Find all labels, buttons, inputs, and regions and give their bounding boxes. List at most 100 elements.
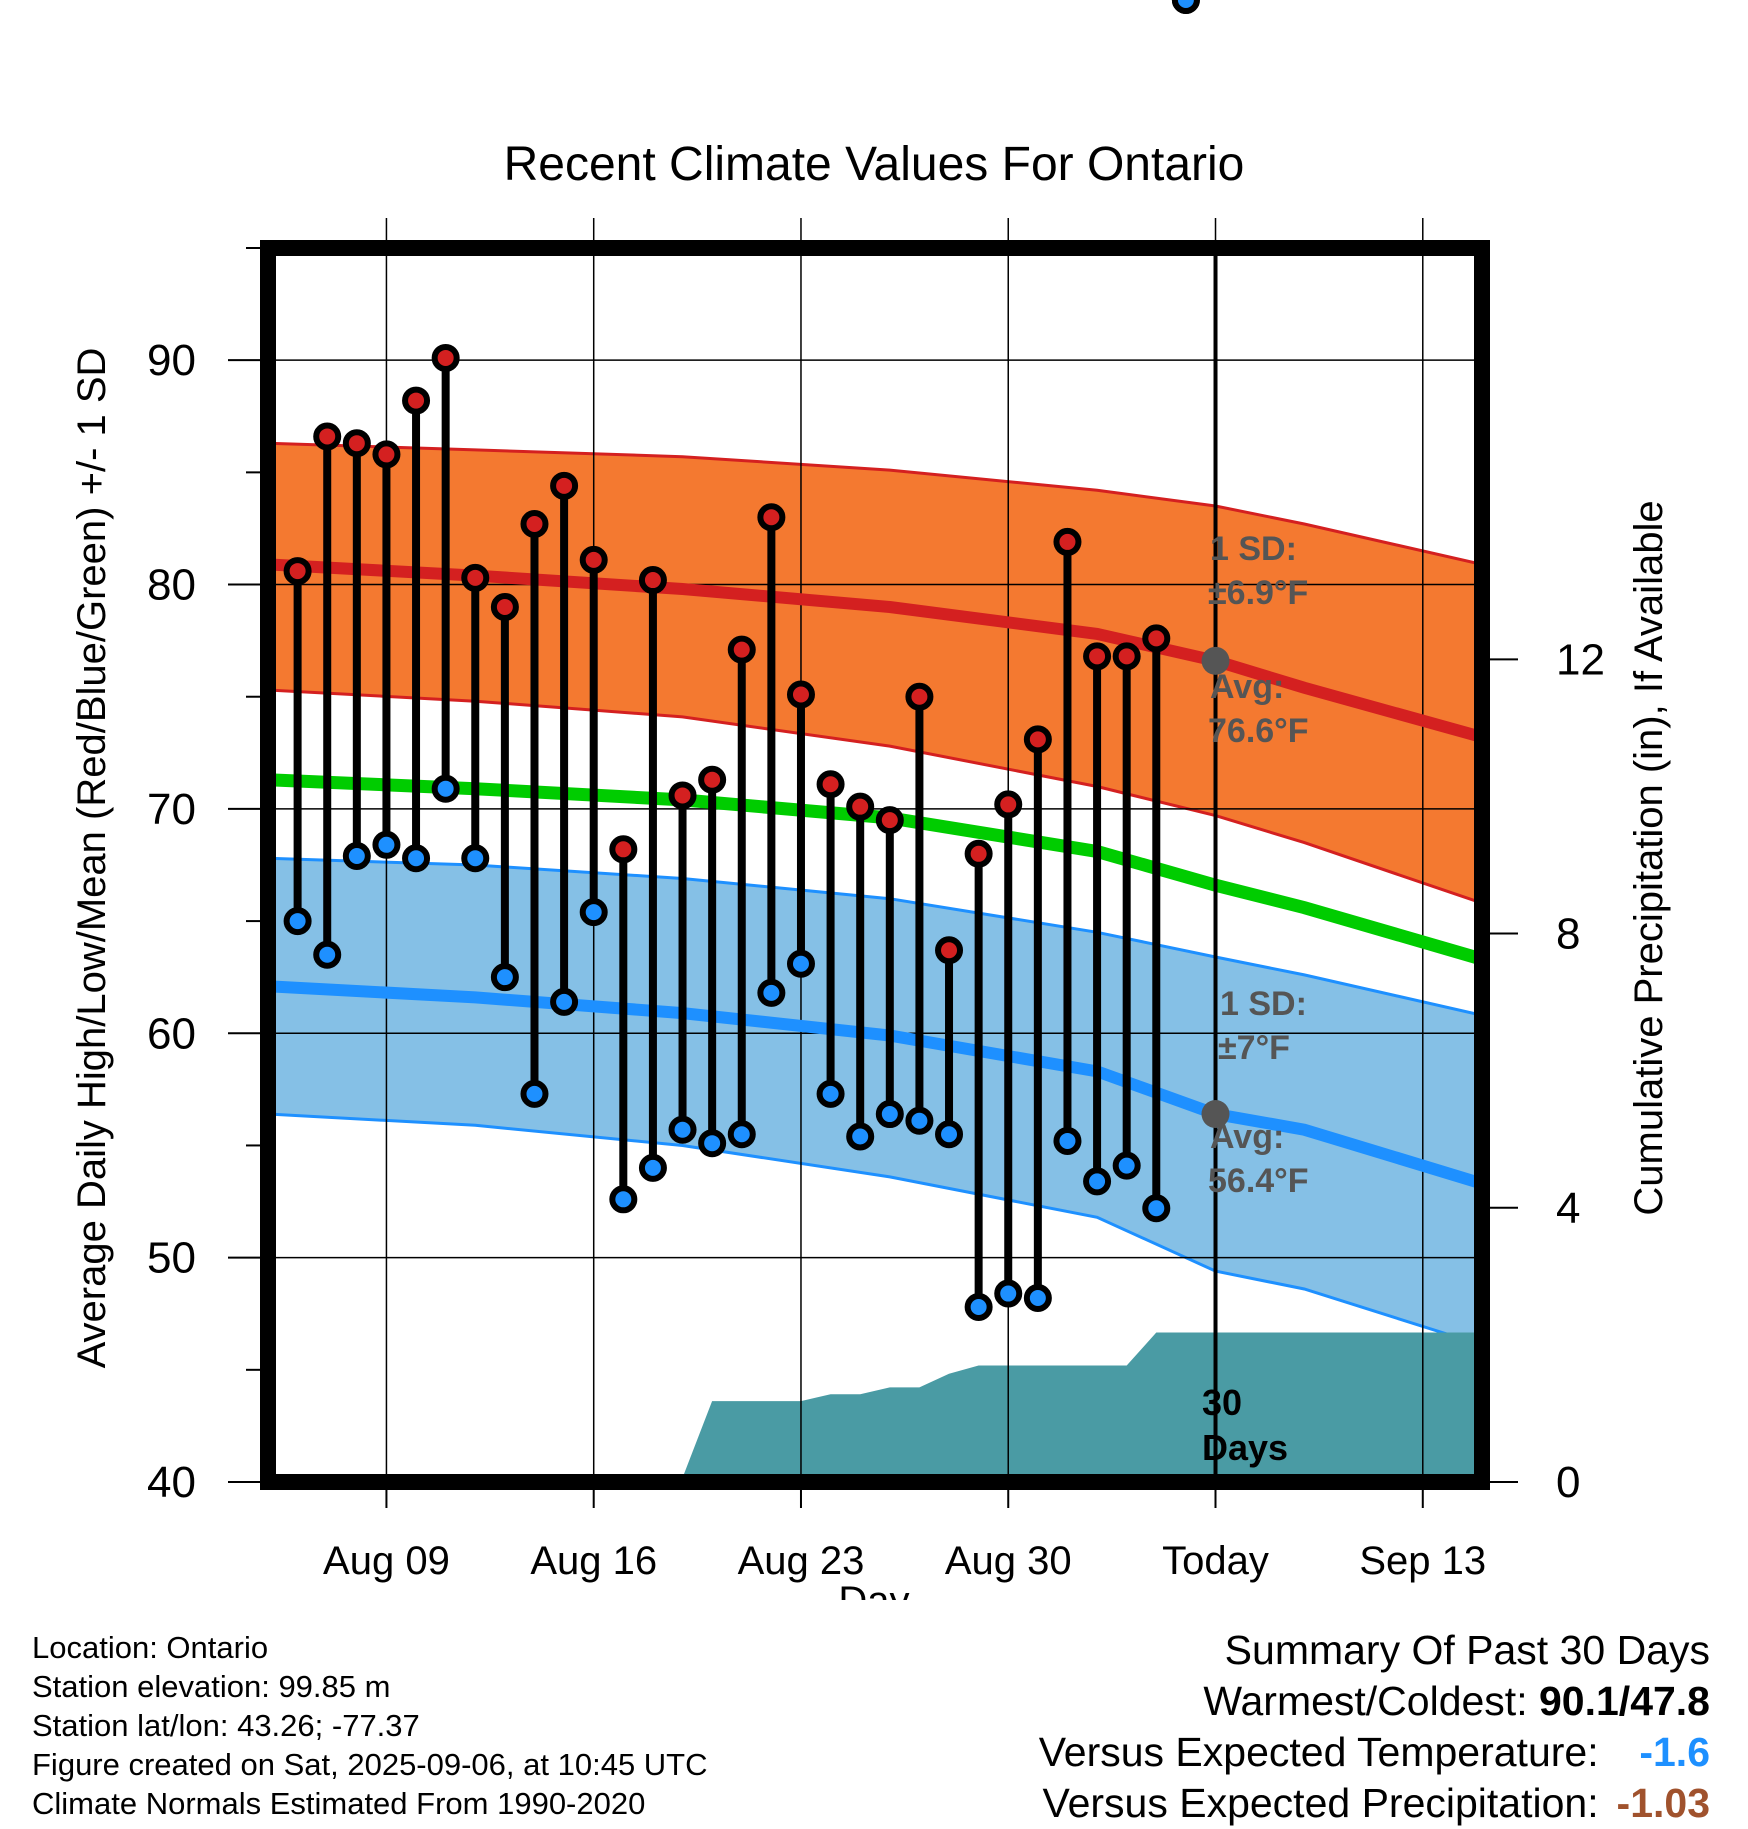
y-tick-label: 50 <box>147 1234 196 1283</box>
low-sd-label: 1 SD: <box>1220 985 1307 1023</box>
low-point <box>283 907 312 936</box>
created-text: Figure created on Sat, 2025-09-06, at 10… <box>32 1747 708 1782</box>
high-point <box>342 429 371 458</box>
summary-title: Summary Of Past 30 Days <box>1224 1627 1710 1673</box>
low-point <box>431 774 460 803</box>
high-sd-label: 1 SD: <box>1210 530 1297 568</box>
high-point <box>964 839 993 868</box>
low-point <box>757 978 786 1007</box>
low-point <box>668 1115 697 1144</box>
low-avg-line <box>268 980 1482 1190</box>
summary-panel: Summary Of Past 30 Days Warmest/Coldest:… <box>1039 1625 1710 1829</box>
high-point <box>846 792 875 821</box>
low-point <box>520 1079 549 1108</box>
high-point <box>431 343 460 372</box>
low-point <box>786 949 815 978</box>
today-high-avg-marker <box>1201 646 1230 675</box>
high-point <box>283 557 312 586</box>
high-point <box>698 765 727 794</box>
x-tick-label: Aug 16 <box>530 1539 657 1583</box>
high-avg-line <box>268 558 1482 743</box>
low-point <box>935 1120 964 1149</box>
high-point <box>550 471 579 500</box>
low-point <box>994 1279 1023 1308</box>
y-tick-label: 40 <box>147 1458 196 1507</box>
high-sd-upper-line <box>268 441 1482 566</box>
high-point <box>520 509 549 538</box>
y-tick-label: 70 <box>147 785 196 834</box>
high-point <box>875 806 904 835</box>
precip-label: Versus Expected Precipitation: <box>1042 1780 1599 1826</box>
low-point <box>816 1079 845 1108</box>
location-text: Location: Ontario <box>32 1630 269 1665</box>
low-point <box>846 1122 875 1151</box>
low-point <box>905 1106 934 1135</box>
low-point <box>1112 1151 1141 1180</box>
precip-area <box>268 1332 1482 1482</box>
y-tick-label: 60 <box>147 1009 196 1058</box>
summary-temp-row: Versus Expected Temperature: -1.6 <box>1039 1727 1710 1778</box>
low-sd-upper-line <box>268 856 1482 1017</box>
high-point <box>905 682 934 711</box>
today-low-avg-marker <box>1201 1100 1230 1129</box>
high-point <box>490 592 519 621</box>
high-sd-band <box>268 443 1482 904</box>
high-point <box>668 781 697 810</box>
high-sd-value: ±6.9°F <box>1208 574 1308 612</box>
chart-title: Recent Climate Values For Ontario <box>504 138 1245 191</box>
low-point <box>727 1120 756 1149</box>
y2-tick-label: 0 <box>1556 1458 1580 1507</box>
latlon-text: Station lat/lon: 43.26; -77.37 <box>32 1708 420 1743</box>
high-point <box>727 635 756 664</box>
normals-text: Climate Normals Estimated From 1990-2020 <box>32 1786 646 1821</box>
high-point <box>609 835 638 864</box>
y2-tick-label: 4 <box>1556 1184 1580 1233</box>
x-tick-label: Aug 09 <box>323 1539 450 1583</box>
low-point <box>875 1100 904 1129</box>
high-point <box>1142 624 1171 653</box>
high-point <box>816 770 845 799</box>
temp-label: Versus Expected Temperature: <box>1038 1729 1599 1775</box>
y-axis-label: Average Daily High/Low/Mean (Red/Blue/Gr… <box>70 348 114 1369</box>
high-point <box>313 422 342 451</box>
warmest-label: Warmest/Coldest: <box>1203 1678 1528 1724</box>
low-sd-value: ±7°F <box>1218 1029 1290 1067</box>
precip-value: -1.03 <box>1616 1780 1710 1826</box>
low-point <box>372 830 401 859</box>
low-point <box>461 844 490 873</box>
high-point <box>1083 642 1112 671</box>
low-sd-lower-line <box>268 1112 1482 1347</box>
y-tick-label: 80 <box>147 561 196 610</box>
climate-chart: Recent Climate Values For Ontario 1 SD: ±… <box>70 0 1671 1600</box>
low-point <box>964 1292 993 1321</box>
x-tick-label: Sep 13 <box>1359 1539 1486 1583</box>
low-point <box>1023 1284 1052 1313</box>
high-point <box>994 790 1023 819</box>
high-avg-label: Avg: <box>1210 668 1284 706</box>
high-avg-value: 76.6°F <box>1208 712 1309 750</box>
x-axis-label: Day <box>838 1579 909 1600</box>
high-point <box>461 563 490 592</box>
mean-avg-line <box>268 773 1482 966</box>
warmest-value: 90.1/47.8 <box>1539 1678 1710 1724</box>
high-point <box>372 440 401 469</box>
low-point <box>1142 1194 1171 1223</box>
precip-days-label: Days <box>1202 1427 1288 1468</box>
high-point <box>757 503 786 532</box>
low-point <box>698 1129 727 1158</box>
high-sd-lower-line <box>268 688 1482 905</box>
y2-tick-label: 8 <box>1556 910 1580 959</box>
y2-axis-label: Cumulative Precipitation (in), If Availa… <box>1627 500 1671 1215</box>
low-point <box>313 940 342 969</box>
low-point <box>490 963 519 992</box>
temp-value: -1.6 <box>1639 1729 1710 1775</box>
y-tick-label: 90 <box>147 336 196 385</box>
low-avg-value: 56.4°F <box>1208 1162 1309 1200</box>
station-info: Location: Ontario Station elevation: 99.… <box>32 1628 708 1823</box>
precip-days-label: 30 <box>1202 1382 1242 1423</box>
low-point <box>1171 0 1200 14</box>
x-tick-label: Aug 30 <box>945 1539 1072 1583</box>
low-point <box>550 987 579 1016</box>
high-point <box>786 680 815 709</box>
low-sd-band <box>268 858 1482 1346</box>
